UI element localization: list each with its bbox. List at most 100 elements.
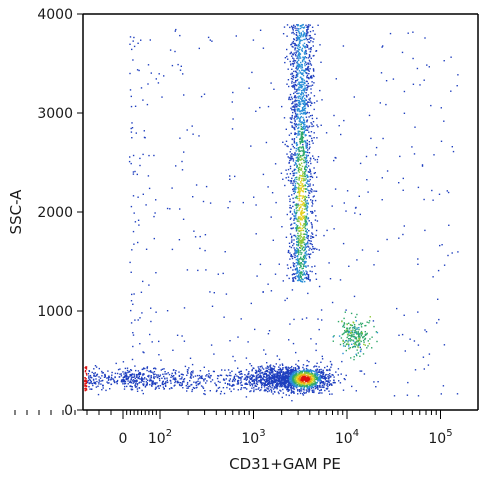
event-dot (301, 208, 304, 210)
event-dot (274, 384, 277, 386)
event-dot (357, 352, 359, 354)
x-tick-label: 102 (148, 428, 172, 447)
event-dot (292, 205, 294, 208)
event-dot (301, 272, 303, 274)
event-dot (302, 171, 304, 173)
event-dot (291, 102, 293, 105)
event-dot (311, 370, 313, 372)
event-dot (130, 162, 132, 165)
event-dot (149, 39, 151, 41)
event-dot (366, 347, 368, 349)
event-dot (278, 383, 281, 385)
event-dot (294, 256, 296, 258)
event-dot (358, 339, 361, 342)
event-dot (318, 370, 320, 372)
event-dot (125, 372, 128, 374)
event-dot (301, 59, 304, 62)
event-dot (296, 244, 298, 246)
event-dot (300, 140, 303, 143)
event-dot (267, 388, 270, 390)
event-dot (300, 175, 303, 177)
event-dot (310, 36, 312, 39)
event-dot (297, 47, 299, 49)
event-dot (291, 274, 294, 276)
event-dot (151, 382, 153, 384)
event-dot (305, 277, 307, 279)
x-tick-label: 105 (428, 428, 452, 447)
event-dot (305, 380, 307, 383)
event-dot (289, 252, 291, 254)
event-dot (298, 108, 300, 111)
event-dot (299, 86, 301, 88)
event-dot (300, 76, 302, 78)
event-dot (292, 184, 294, 186)
event-dot (302, 56, 304, 58)
event-dot (312, 373, 314, 375)
event-dot (300, 133, 302, 135)
event-dot (286, 274, 288, 277)
event-dot (417, 395, 420, 397)
event-dot (308, 185, 310, 187)
event-dot (307, 374, 309, 376)
event-dot (295, 154, 297, 156)
event-dot (307, 218, 309, 220)
event-dot (180, 373, 183, 375)
event-dot (287, 68, 289, 70)
event-dot (146, 103, 149, 106)
event-dot (120, 373, 122, 375)
event-dot (303, 132, 305, 134)
event-dot (309, 99, 311, 101)
event-dot (291, 157, 294, 159)
event-dot (299, 118, 301, 120)
event-dot (290, 266, 292, 269)
event-dot (312, 41, 314, 43)
event-dot (274, 387, 276, 389)
event-dot (288, 384, 290, 386)
event-dot (298, 153, 301, 155)
event-dot (362, 353, 365, 355)
event-dot (313, 195, 315, 197)
event-dot (151, 381, 154, 383)
event-dot (289, 198, 291, 200)
event-dot (297, 55, 299, 57)
event-dot (295, 247, 298, 249)
event-dot (289, 26, 291, 29)
event-dot (440, 107, 442, 109)
event-dot (302, 141, 305, 143)
event-dot (307, 277, 310, 279)
event-dot (319, 384, 321, 386)
event-dot (308, 63, 310, 65)
event-dot (294, 269, 297, 271)
event-dot (305, 126, 307, 128)
event-dot (287, 79, 290, 81)
event-dot (119, 373, 121, 375)
event-dot (266, 375, 268, 378)
event-dot (295, 351, 297, 354)
event-dot (304, 99, 307, 101)
event-dot (310, 188, 312, 190)
event-dot (412, 57, 414, 60)
event-dot (134, 384, 136, 387)
event-dot (303, 91, 306, 93)
event-dot (305, 378, 307, 380)
event-dot (253, 367, 255, 370)
event-dot (298, 183, 300, 185)
event-dot (324, 389, 326, 392)
event-dot (296, 109, 299, 111)
event-dot (303, 128, 306, 130)
x-tick-exponent: 5 (446, 428, 452, 439)
event-dot (290, 389, 292, 391)
event-dot (199, 370, 202, 372)
event-dot (303, 42, 306, 45)
event-dot (206, 374, 208, 376)
event-dot (298, 52, 301, 54)
event-dot (174, 50, 176, 53)
event-dot (289, 173, 292, 175)
event-dot (304, 230, 307, 233)
event-dot (348, 338, 350, 340)
event-dot (311, 386, 313, 389)
event-dot (398, 182, 400, 184)
event-dot (343, 332, 345, 334)
event-dot (272, 393, 274, 395)
event-dot (301, 96, 303, 98)
